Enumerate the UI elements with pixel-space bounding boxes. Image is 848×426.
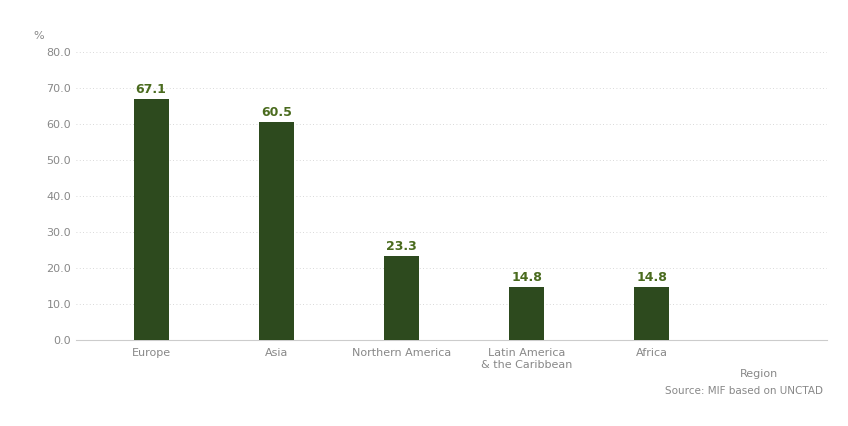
Bar [509,287,544,340]
Bar [384,256,419,340]
Text: Source: MIF based on UNCTAD: Source: MIF based on UNCTAD [665,386,823,396]
Text: 67.1: 67.1 [136,83,166,96]
Text: 14.8: 14.8 [511,271,542,284]
Text: 23.3: 23.3 [386,240,417,253]
Y-axis label: %: % [33,31,44,41]
Bar [259,122,293,340]
Bar [634,287,669,340]
Text: 60.5: 60.5 [261,106,292,119]
Bar [133,99,169,340]
Text: 14.8: 14.8 [637,271,667,284]
Text: Region: Region [739,369,778,379]
